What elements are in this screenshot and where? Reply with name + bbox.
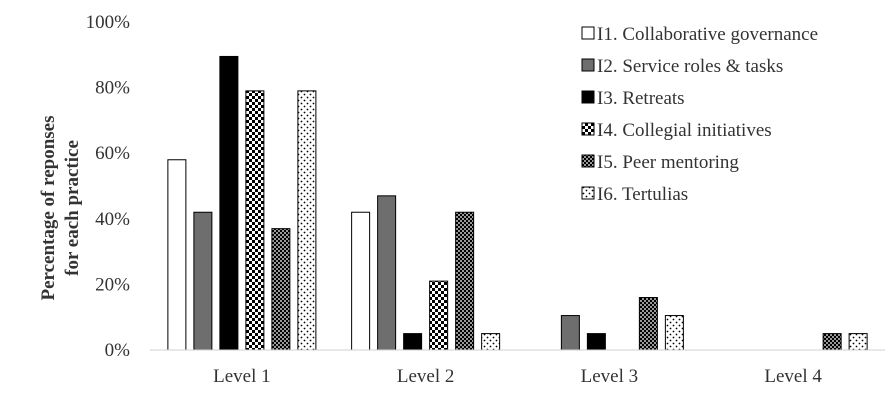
legend-label: I4. Collegial initiatives bbox=[597, 120, 772, 141]
bars-group bbox=[167, 55, 868, 351]
y-tick-label: 0% bbox=[105, 340, 131, 361]
legend-label: I1. Collaborative governance bbox=[597, 24, 818, 45]
bar-5-level-4 bbox=[822, 333, 842, 351]
bar-3-level-3 bbox=[586, 333, 606, 351]
bar-3-level-1 bbox=[219, 55, 239, 351]
bar-5-level-1 bbox=[271, 228, 291, 351]
y-axis-title: Percentage of reponses for each practice bbox=[38, 115, 83, 300]
legend-label: I3. Retreats bbox=[597, 88, 685, 109]
bar-5-level-3 bbox=[638, 297, 658, 351]
bar-6-level-1 bbox=[297, 90, 317, 351]
bar-1-level-2 bbox=[351, 211, 371, 351]
x-axis-labels: Level 1 Level 2 Level 3 Level 4 bbox=[213, 366, 822, 387]
bar-4-level-1 bbox=[245, 90, 265, 351]
bar-4-level-2 bbox=[429, 280, 449, 351]
x-category-label: Level 3 bbox=[581, 366, 639, 387]
legend-swatch bbox=[581, 186, 595, 200]
y-tick-label: 100% bbox=[86, 12, 131, 33]
legend-label: I2. Service roles & tasks bbox=[597, 56, 783, 77]
bar-5-level-2 bbox=[455, 211, 475, 351]
bar-6-level-4 bbox=[848, 333, 868, 351]
x-category-label: Level 1 bbox=[213, 366, 271, 387]
legend-swatch bbox=[581, 90, 595, 104]
bar-6-level-3 bbox=[664, 315, 684, 351]
bar-3-level-2 bbox=[403, 333, 423, 351]
y-tick-label: 40% bbox=[95, 209, 130, 230]
y-tick-label: 80% bbox=[95, 78, 130, 99]
y-tick-label: 60% bbox=[95, 143, 130, 164]
legend-swatch bbox=[581, 26, 595, 40]
legend-label: I5. Peer mentoring bbox=[597, 152, 739, 173]
legend-swatch bbox=[581, 154, 595, 168]
bar-1-level-1 bbox=[167, 159, 187, 351]
bar-2-level-2 bbox=[377, 195, 397, 351]
x-category-label: Level 4 bbox=[764, 366, 822, 387]
bar-2-level-3 bbox=[560, 315, 580, 351]
legend-swatch bbox=[581, 58, 595, 72]
legend-label: I6. Tertulias bbox=[597, 184, 688, 205]
y-axis-title-line-2: for each practice bbox=[62, 140, 83, 276]
legend-swatch bbox=[581, 122, 595, 136]
bar-6-level-2 bbox=[481, 333, 501, 351]
y-axis-ticks: 0% 20% 40% 60% 80% 100% bbox=[86, 12, 131, 361]
x-category-label: Level 2 bbox=[397, 366, 455, 387]
legend: I1. Collaborative governance I2. Service … bbox=[581, 24, 818, 205]
y-tick-label: 20% bbox=[95, 274, 130, 295]
y-axis-title-line-1: Percentage of reponses bbox=[38, 115, 59, 300]
bar-2-level-1 bbox=[193, 211, 213, 351]
